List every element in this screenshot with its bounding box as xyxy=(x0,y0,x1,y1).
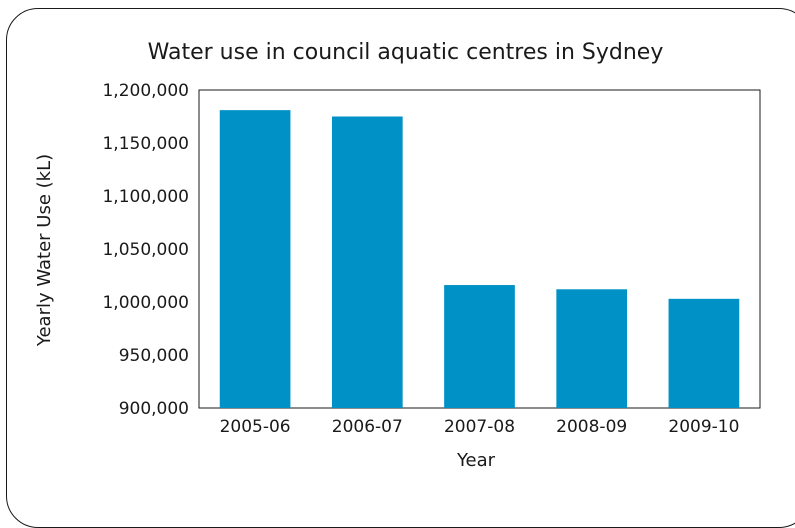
y-tick-label: 1,000,000 xyxy=(102,293,189,313)
y-axis-ticks: 900,000 950,000 1,000,000 1,050,000 1,100,00… xyxy=(102,81,189,419)
y-tick-label: 1,050,000 xyxy=(102,240,189,260)
y-tick-label: 950,000 xyxy=(119,346,189,366)
chart-title: Water use in council aquatic centres in … xyxy=(147,40,664,65)
y-tick-label: 1,100,000 xyxy=(102,187,189,207)
bar-2008-09 xyxy=(556,289,628,408)
y-tick-label: 900,000 xyxy=(119,399,189,419)
x-tick-label: 2008-09 xyxy=(556,417,627,437)
x-tick-label: 2005-06 xyxy=(220,417,291,437)
y-axis-label: Yearly Water Use (kL) xyxy=(34,154,55,347)
bar-2005-06 xyxy=(219,110,291,408)
bar-2006-07 xyxy=(331,116,403,408)
x-tick-label: 2009-10 xyxy=(668,417,739,437)
bar-chart: 900,000 950,000 1,000,000 1,050,000 1,100,00… xyxy=(34,81,761,471)
x-tick-label: 2007-08 xyxy=(444,417,515,437)
x-tick-label: 2006-07 xyxy=(332,417,403,437)
y-tick-label: 1,150,000 xyxy=(102,134,189,154)
y-tick-label: 1,200,000 xyxy=(102,81,189,101)
bar-2009-10 xyxy=(668,298,740,408)
bars xyxy=(219,110,740,408)
x-axis-label: Year xyxy=(456,450,496,471)
x-axis-ticks: 2005-06 2006-07 2007-08 2008-09 2009-10 xyxy=(220,417,740,437)
bar-2007-08 xyxy=(444,285,515,408)
